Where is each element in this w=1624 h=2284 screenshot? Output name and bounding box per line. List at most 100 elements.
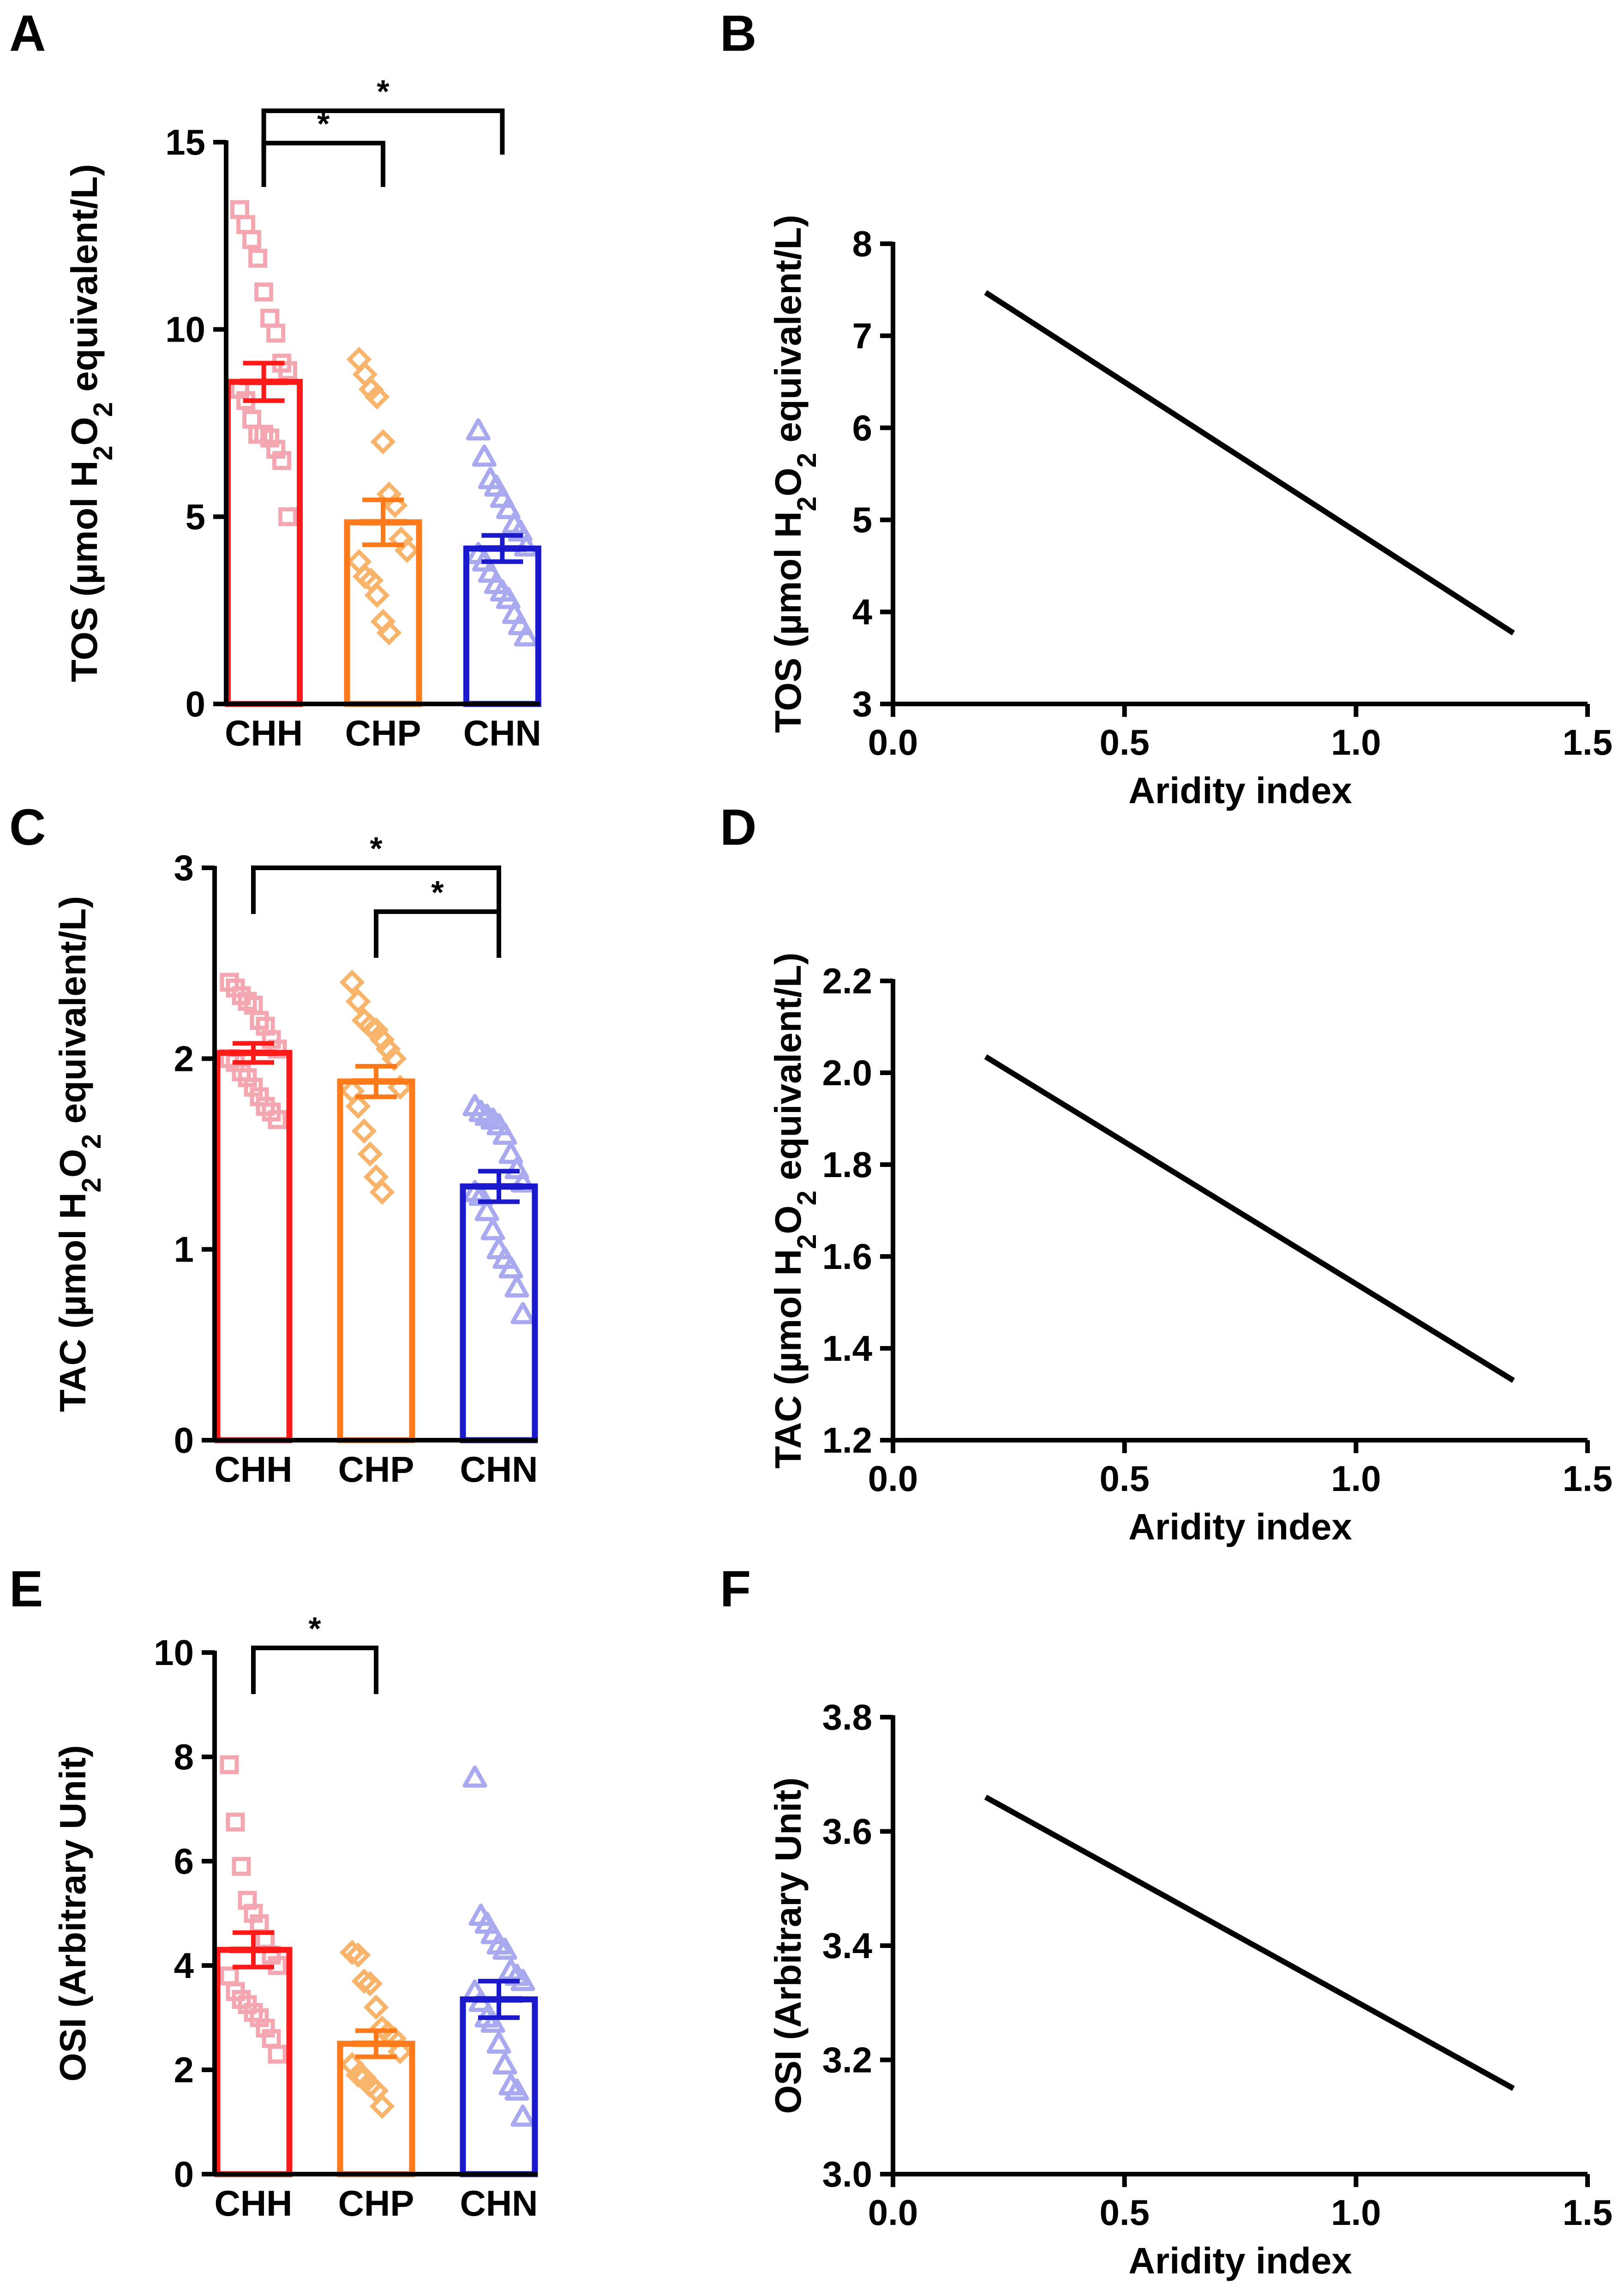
panel-d-letter: D <box>720 799 756 856</box>
data-point-triangle <box>510 2104 535 2127</box>
x-tick-label: 1.5 <box>1563 722 1612 763</box>
significance-star: * <box>308 1611 321 1647</box>
panel-f-letter: F <box>720 1561 751 1617</box>
data-point-diamond <box>357 1971 383 1996</box>
data-point-square <box>242 409 262 429</box>
data-point-triangle <box>510 1170 535 1193</box>
data-point-diamond <box>370 429 396 455</box>
y-title-part: O <box>767 468 809 496</box>
y-title-subscript: 2 <box>77 1134 107 1149</box>
y-title-part: equivalent/L) <box>767 952 809 1190</box>
y-tick-label: 1.2 <box>822 1420 872 1461</box>
data-point-diamond <box>394 537 420 563</box>
panel-b-letter: B <box>720 5 756 62</box>
y-tick-label: 0 <box>174 1420 194 1461</box>
panel-a-y-axis-title: TOS (µmol H2O2 equivalent/L) <box>64 164 118 682</box>
y-title-part: O <box>52 1149 93 1178</box>
x-tick-label: 1.0 <box>1331 1458 1381 1499</box>
data-point-diamond <box>351 1968 377 1994</box>
x-tick-label: 0.0 <box>868 1458 918 1499</box>
data-point-triangle <box>496 497 521 519</box>
y-tick-label: 2.2 <box>822 961 872 1001</box>
significance-star: * <box>377 73 390 109</box>
y-title-part: TAC (µmol H <box>52 1192 93 1412</box>
significance-star: * <box>370 830 383 866</box>
y-title-subscript: 2 <box>88 402 118 417</box>
x-tick-label: 0.5 <box>1099 2192 1149 2233</box>
y-tick-label: 5 <box>852 499 872 540</box>
y-tick-label: 3.6 <box>822 1811 872 1852</box>
y-title-part: equivalent/L) <box>52 896 93 1134</box>
y-tick-label: 8 <box>852 223 872 264</box>
panel-f-x-axis-title: Aridity index <box>1128 2240 1352 2281</box>
y-title-part: TOS (µmol H <box>64 461 105 682</box>
x-tick-label: CHP <box>338 1449 414 1490</box>
x-tick-label: 1.0 <box>1331 722 1381 763</box>
data-point-diamond <box>345 1942 371 1968</box>
x-tick-label: CHN <box>463 713 541 753</box>
x-tick-label: 1.0 <box>1331 2192 1381 2233</box>
y-tick-label: 1.8 <box>822 1144 872 1185</box>
panel-f-y-axis-title: OSI (Arbitrary Unit) <box>767 1778 809 2114</box>
data-point-diamond <box>339 2052 365 2078</box>
data-point-square <box>268 1040 287 1059</box>
y-tick-label: 4 <box>174 1945 194 1986</box>
data-point-triangle <box>492 1937 517 1960</box>
data-point-square <box>230 200 250 219</box>
y-title-part: TAC (µmol H <box>767 1249 809 1469</box>
y-tick-label: 3.4 <box>822 1925 872 1966</box>
y-title-part: O <box>64 417 105 445</box>
y-tick-label: 3.8 <box>822 1697 872 1737</box>
x-tick-label: 0.0 <box>868 722 918 763</box>
data-point-square <box>220 1966 239 1986</box>
panel-d: D 1.2 1.4 1.6 1.8 2.0 2.2 0.0 0.5 1.0 1.5 Aridity i… <box>720 799 1612 1547</box>
data-point-triangle <box>504 1157 529 1179</box>
data-point-diamond <box>345 988 371 1014</box>
x-tick-label: 0.0 <box>868 2192 918 2233</box>
y-tick-label: 8 <box>174 1737 194 1777</box>
x-tick-label: CHH <box>215 2183 293 2224</box>
data-point-triangle <box>474 1199 499 1221</box>
data-point-triangle <box>486 2032 511 2054</box>
data-point-diamond <box>364 384 390 410</box>
data-point-diamond <box>363 1995 389 2020</box>
data-point-diamond <box>339 1940 365 1965</box>
data-point-square <box>220 1755 239 1774</box>
data-point-diamond <box>376 620 402 646</box>
y-tick-label: 0 <box>174 2154 194 2194</box>
x-tick-label: CHN <box>460 2183 538 2224</box>
x-tick-label: CHP <box>338 2183 414 2224</box>
y-tick-label: 4 <box>852 592 872 632</box>
data-point-square <box>254 282 274 302</box>
significance-star: * <box>431 874 444 910</box>
data-point-triangle <box>466 418 491 441</box>
bar-chn <box>460 1183 538 1443</box>
data-point-triangle <box>498 1256 523 1279</box>
data-point-square <box>236 215 256 234</box>
panel-d-y-axis-title: TAC (µmol H2O2 equivalent/L) <box>767 952 822 1468</box>
x-tick-label: CHP <box>345 713 421 753</box>
data-point-square <box>278 507 298 526</box>
data-point-diamond <box>369 2093 395 2119</box>
data-point-diamond <box>369 1027 395 1052</box>
data-point-square <box>268 1110 287 1130</box>
x-tick-label: 1.5 <box>1563 1458 1612 1499</box>
y-tick-label: 3 <box>174 847 194 888</box>
data-point-triangle <box>472 445 497 467</box>
data-point-triangle <box>504 1275 529 1298</box>
y-tick-label: 15 <box>165 122 205 162</box>
data-point-square <box>232 1857 251 1876</box>
x-tick-label: 0.5 <box>1099 722 1149 763</box>
x-tick-label: 1.5 <box>1563 2192 1612 2233</box>
data-point-diamond <box>364 583 390 608</box>
y-title-subscript: 2 <box>792 1234 822 1249</box>
data-point-square <box>266 324 286 343</box>
panel-f: F 3.0 3.2 3.4 3.6 3.8 0.0 0.5 1.0 1.5 Aridity inde… <box>720 1561 1612 2281</box>
y-title-subscript: 2 <box>88 445 118 460</box>
regression-line <box>984 290 1515 636</box>
y-title-subscript: 2 <box>77 1178 107 1192</box>
data-point-diamond <box>387 2039 413 2064</box>
regression-line <box>984 1794 1515 2091</box>
